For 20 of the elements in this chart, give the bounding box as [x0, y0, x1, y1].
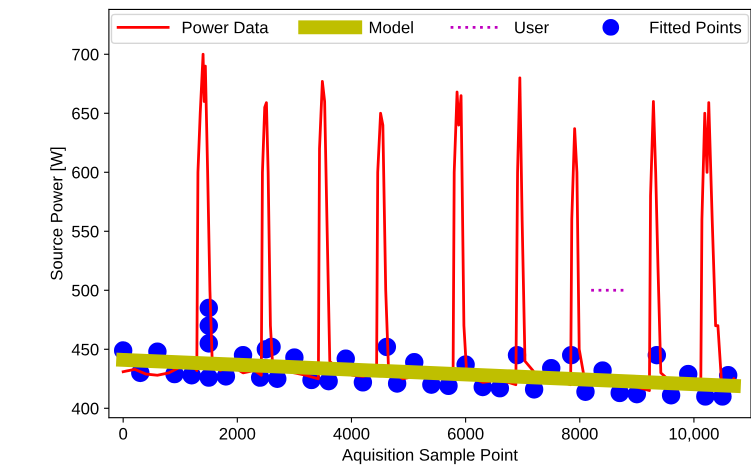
point — [200, 368, 218, 387]
x-tick-label: 8000 — [562, 428, 598, 440]
x-tick-label: 4000 — [333, 428, 370, 440]
x-axis-title: Aquisition Sample Point — [342, 448, 518, 464]
y-tick-label: 650 — [72, 108, 99, 120]
y-tick-label: 700 — [72, 48, 99, 60]
x-tick-label: 10,000 — [670, 428, 719, 442]
y-axis-title: Source Power [W] — [50, 148, 66, 280]
y-tick-label: 500 — [72, 284, 99, 296]
x-tick-label: 2000 — [220, 428, 256, 440]
x-tick-label: 0 — [119, 428, 128, 440]
legend-label: Fitted Points — [650, 21, 742, 34]
legend-label: Model — [370, 21, 413, 34]
y-tick-label: 450 — [72, 344, 99, 356]
x-tick-label: 6000 — [448, 428, 484, 440]
y-tick-label: 550 — [72, 226, 99, 238]
legend-label: User — [515, 22, 549, 34]
y-tick-label: 400 — [72, 402, 99, 414]
legend-label: Power Data — [182, 22, 269, 34]
y-tick-label: 600 — [72, 166, 99, 178]
